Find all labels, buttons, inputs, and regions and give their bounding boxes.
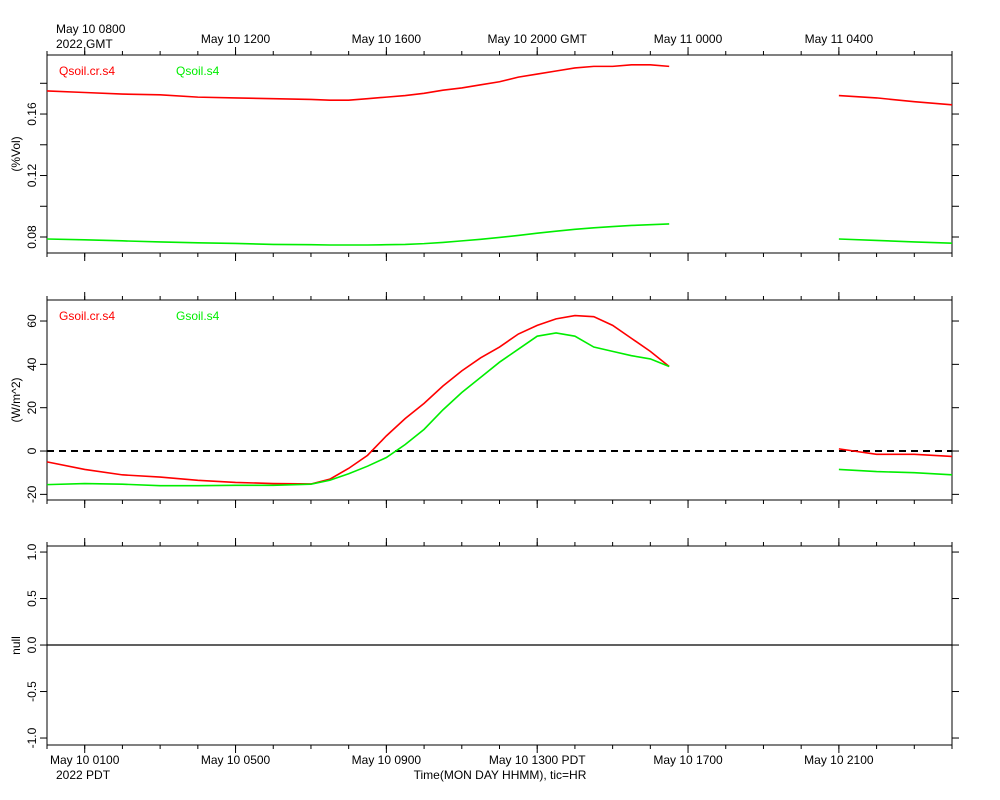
series-line bbox=[46, 332, 953, 487]
y-tick-label: -0.5 bbox=[25, 681, 39, 702]
plot-frame bbox=[46, 54, 953, 254]
x-tick-label: May 10 1700 bbox=[653, 753, 723, 767]
series-line bbox=[46, 64, 953, 106]
y-tick-label: -20 bbox=[25, 485, 39, 503]
y-tick-label: 0.0 bbox=[25, 636, 39, 653]
y-tick-label: 0.16 bbox=[25, 102, 39, 126]
x-tick-label: May 10 2100 bbox=[804, 753, 874, 767]
y-tick-label: 20 bbox=[25, 401, 39, 415]
x-axis-label: Time(MON DAY HHMM), tic=HR bbox=[414, 768, 587, 782]
x2-tick-label: May 10 0800 bbox=[56, 22, 126, 36]
y-tick-label: 40 bbox=[25, 357, 39, 371]
x-tick-label: May 10 1300 PDT bbox=[489, 753, 586, 767]
series-line bbox=[46, 314, 953, 485]
year-label: 2022 PDT bbox=[56, 768, 111, 782]
x2-tick-label: May 10 1200 bbox=[201, 32, 271, 46]
x-tick-label: May 10 0500 bbox=[201, 753, 271, 767]
legend-label: Qsoil.cr.s4 bbox=[59, 64, 115, 78]
y-axis-label: (%Vol) bbox=[9, 136, 23, 171]
y-tick-label: 60 bbox=[25, 314, 39, 328]
x-tick-label: May 10 0900 bbox=[352, 753, 422, 767]
x2-tick-label: May 11 0400 bbox=[805, 32, 874, 46]
y-tick-label: 0.08 bbox=[25, 225, 39, 249]
y-axis-label: null bbox=[9, 636, 23, 655]
y-tick-label: 1.0 bbox=[25, 543, 39, 560]
x-tick-label: May 10 0100 bbox=[50, 753, 120, 767]
y-tick-label: -1.0 bbox=[25, 727, 39, 748]
x2-tick-label: May 10 2000 GMT bbox=[488, 32, 588, 46]
legend-label: Qsoil.s4 bbox=[176, 64, 220, 78]
y-tick-label: 0 bbox=[25, 447, 39, 454]
x2-tick-label: May 11 0000 bbox=[654, 32, 723, 46]
y-tick-label: 0.12 bbox=[25, 164, 39, 188]
series-line bbox=[46, 223, 953, 246]
x2-tick-label: May 10 1600 bbox=[352, 32, 422, 46]
legend-label: Gsoil.s4 bbox=[176, 309, 220, 323]
plot-frame bbox=[46, 299, 953, 501]
y-tick-label: 0.5 bbox=[25, 590, 39, 607]
legend-label: Gsoil.cr.s4 bbox=[59, 309, 115, 323]
year2-label: 2022 GMT bbox=[56, 37, 113, 51]
y-axis-label: (W/m^2) bbox=[9, 378, 23, 423]
